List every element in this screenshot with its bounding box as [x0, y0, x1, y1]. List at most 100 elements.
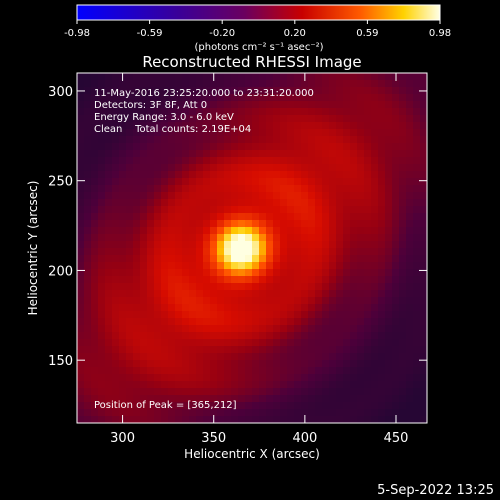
heat-cell [371, 332, 379, 340]
heat-cell [224, 276, 232, 284]
heat-cell [371, 150, 379, 158]
heat-cell [126, 297, 134, 305]
heat-cell [259, 339, 267, 347]
heat-cell [280, 178, 288, 186]
heat-cell [119, 108, 127, 116]
heat-cell [224, 115, 232, 123]
heat-cell [238, 262, 246, 270]
heat-cell [399, 262, 407, 270]
heat-cell [280, 346, 288, 354]
heat-cell [126, 143, 134, 151]
heat-cell [245, 108, 253, 116]
heat-cell [392, 346, 400, 354]
heat-cell [168, 395, 176, 403]
heat-cell [224, 283, 232, 291]
heat-cell [273, 262, 281, 270]
heat-cell [161, 122, 169, 130]
heat-cell [399, 374, 407, 382]
heat-cell [364, 213, 372, 221]
heat-cell [308, 388, 316, 396]
heat-cell [238, 409, 246, 417]
heat-cell [329, 248, 337, 256]
heat-cell [378, 241, 386, 249]
heat-cell [294, 241, 302, 249]
heat-cell [147, 255, 155, 263]
heat-cell [231, 290, 239, 298]
heat-cell [238, 346, 246, 354]
heat-cell [105, 269, 113, 277]
heat-cell [231, 129, 239, 137]
heat-cell [168, 101, 176, 109]
heat-cell [84, 101, 92, 109]
heat-cell [217, 318, 225, 326]
heat-cell [364, 192, 372, 200]
heat-cell [329, 283, 337, 291]
heat-cell [84, 94, 92, 102]
heat-cell [203, 374, 211, 382]
heat-cell [329, 409, 337, 417]
heat-cell [301, 269, 309, 277]
heat-cell [126, 192, 134, 200]
heat-cell [168, 171, 176, 179]
heat-cell [301, 360, 309, 368]
heat-cell [392, 171, 400, 179]
heat-cell [259, 213, 267, 221]
heat-cell [343, 94, 351, 102]
heat-cell [133, 73, 141, 81]
heat-cell [91, 185, 99, 193]
heat-cell [210, 388, 218, 396]
heat-cell [182, 262, 190, 270]
heat-cell [413, 129, 421, 137]
heat-cell [357, 115, 365, 123]
heat-cell [77, 143, 85, 151]
heat-cell [406, 185, 414, 193]
heat-cell [308, 108, 316, 116]
heat-cell [385, 374, 393, 382]
heat-cell [350, 416, 358, 423]
heat-cell [350, 171, 358, 179]
heat-cell [266, 122, 274, 130]
heat-cell [182, 241, 190, 249]
heat-cell [371, 325, 379, 333]
heat-cell [322, 276, 330, 284]
heat-cell [168, 318, 176, 326]
heat-cell [196, 199, 204, 207]
heat-cell [378, 73, 386, 81]
heat-cell [231, 318, 239, 326]
heat-cell [308, 290, 316, 298]
heat-cell [273, 94, 281, 102]
heat-cell [182, 395, 190, 403]
heat-cell [280, 220, 288, 228]
heat-cell [406, 325, 414, 333]
heat-cell [91, 283, 99, 291]
heat-cell [245, 143, 253, 151]
heat-cell [252, 206, 260, 214]
heat-cell [336, 283, 344, 291]
heat-cell [112, 80, 120, 88]
heat-cell [182, 297, 190, 305]
heat-cell [399, 332, 407, 340]
heat-cell [238, 248, 246, 256]
heat-cell [301, 255, 309, 263]
heat-cell [294, 318, 302, 326]
heat-cell [217, 73, 225, 81]
heat-cell [357, 143, 365, 151]
heat-cell [329, 234, 337, 242]
heat-cell [294, 339, 302, 347]
heat-cell [91, 402, 99, 410]
heat-cell [322, 213, 330, 221]
heat-cell [399, 129, 407, 137]
heat-cell [259, 311, 267, 319]
heat-cell [329, 269, 337, 277]
heat-cell [350, 136, 358, 144]
heat-cell [336, 94, 344, 102]
heat-cell [168, 241, 176, 249]
heat-cell [252, 199, 260, 207]
heat-cell [98, 206, 106, 214]
heat-cell [105, 318, 113, 326]
heat-cell [126, 129, 134, 137]
heat-cell [175, 290, 183, 298]
heat-cell [140, 318, 148, 326]
heat-cell [154, 157, 162, 165]
heat-cell [147, 157, 155, 165]
